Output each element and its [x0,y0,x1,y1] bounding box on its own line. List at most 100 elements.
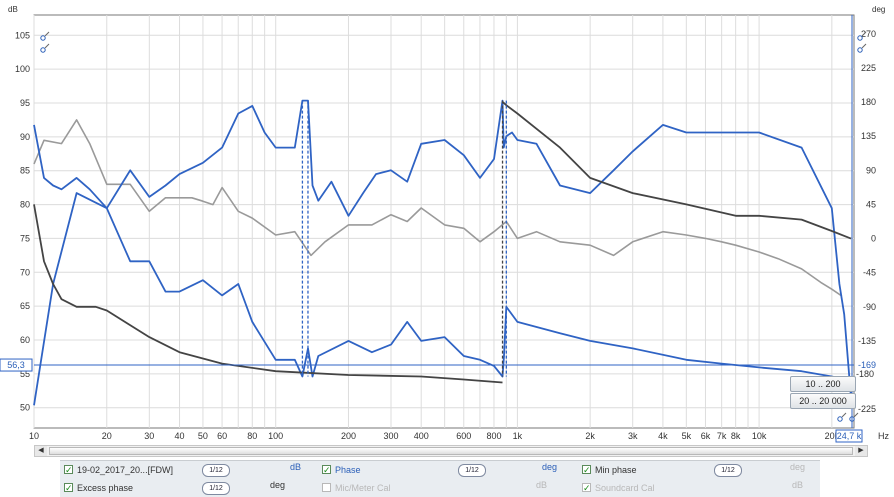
zoom-out-right-icon-handle [861,43,867,49]
scroll-left-arrow-icon[interactable]: ◀ [35,446,47,456]
legend-row: 19-02_2017_20...[FDW] 1/12 dB Phase 1/12… [60,462,820,478]
series-line-0 [33,119,843,297]
trace-excess-phase-unit: deg [270,480,286,490]
cursor-freq-box [835,429,863,443]
y-tick-label-left: 100 [15,64,30,74]
x-tick-label: 20 [102,431,112,441]
y-tick-label-right: 90 [866,165,876,175]
trace-fdw-smoothing-button[interactable]: 1/12 [202,464,230,477]
x-tick-label: 100 [268,431,283,441]
zoom-out-x-icon [849,416,855,422]
x-tick-label: 20k [825,431,840,441]
trace-legend-panel: 19-02_2017_20...[FDW] 1/12 dB Phase 1/12… [60,460,820,497]
trace-excess-phase-smoothing-button[interactable]: 1/12 [202,482,230,495]
trace-phase-label: Phase [335,465,361,475]
graph-panel[interactable]: 105 100 95 90 85 80 75 70 65 60 55 50 270 225 180 135 90… [0,0,894,445]
trace-soundcard-cal-label: Soundcard Cal [595,483,655,493]
series-line-2 [33,124,842,380]
zoom-out-left-icon-handle [44,43,50,49]
trace-min-phase-checkbox[interactable] [582,462,591,478]
cursor-deg-readout-2: -180 [856,369,874,379]
y-tick-label-right: 225 [861,63,876,73]
y-tick-label-right: -225 [858,404,876,414]
plot-area [33,14,855,429]
y-tick-label-left: 90 [20,132,30,142]
x-tick-label: 6k [701,431,711,441]
x-tick-label: 600 [456,431,471,441]
y-tick-label-left: 75 [20,233,30,243]
x-tick-label: 200 [341,431,356,441]
zoom-out-right-icon [857,47,863,53]
horizontal-scrollbar[interactable]: ◀ ▶ [34,445,868,457]
scroll-thumb[interactable] [49,447,853,455]
x-tick-label: 2k [585,431,595,441]
scroll-right-arrow-icon[interactable]: ▶ [855,446,867,456]
y-tick-label-left: 65 [20,301,30,311]
x-tick-label: 8k [731,431,741,441]
zoom-in-x-icon [837,416,843,422]
trace-fdw-label: 19-02_2017_20...[FDW] [77,465,174,475]
cursor-db-readout: 56,3 [7,360,25,370]
zoom-in-right-icon [857,35,863,41]
x-tick-label: 300 [383,431,398,441]
trace-phase-checkbox[interactable] [322,462,331,478]
series-line-3 [33,101,852,384]
y-tick-label-right: -90 [863,302,876,312]
trace-mic-meter-cal-checkbox[interactable] [322,483,331,492]
left-axis-unit-label: dB [8,5,18,14]
x-tick-label: 400 [414,431,429,441]
zoom-out-x-icon-handle [853,412,859,418]
y-tick-label-left: 105 [15,30,30,40]
x-tick-label: 80 [247,431,257,441]
series-line-1 [33,99,852,406]
trace-phase-unit: deg [542,462,558,472]
y-tick-label-right: 0 [871,234,876,244]
zoom-in-right-icon-handle [861,31,867,37]
x-tick-label: 10k [752,431,767,441]
x-tick-label: 7k [717,431,727,441]
cursor-deg-readout: -169 [858,360,876,370]
x-tick-label: 5k [682,431,692,441]
trace-phase-smoothing-button[interactable]: 1/12 [458,464,486,477]
y-tick-label-right: 270 [861,29,876,39]
x-tick-label: 10 [29,431,39,441]
zoom-in-x-icon-handle [841,412,847,418]
trace-soundcard-cal-unit: dB [792,480,804,490]
cursor-db-box [0,358,33,372]
y-tick-label-right: 135 [861,131,876,141]
legend-row: Excess phase 1/12 deg Mic/Meter Cal dB S… [60,480,820,496]
y-tick-label-left: 70 [20,267,30,277]
y-tick-label-right: -45 [863,268,876,278]
x-tick-label: 40 [175,431,185,441]
frequency-response-chart[interactable]: 1051009590858075706560555027022518013590… [0,0,894,445]
trace-min-phase-smoothing-button[interactable]: 1/12 [714,464,742,477]
y-tick-label-right: 45 [866,199,876,209]
trace-mic-meter-cal-label: Mic/Meter Cal [335,483,391,493]
y-tick-label-left: 95 [20,98,30,108]
y-tick-label-left: 50 [20,403,30,413]
range-10-200-button[interactable]: 10 .. 200 [790,376,856,392]
x-tick-label: 50 [198,431,208,441]
trace-mic-meter-cal-unit: dB [536,480,548,490]
x-tick-label: 30 [144,431,154,441]
trace-fdw-checkbox[interactable] [64,462,73,478]
trace-min-phase-label: Min phase [595,465,637,475]
trace-excess-phase-checkbox[interactable] [64,480,73,496]
zoom-out-left-icon [40,47,46,53]
cursor-freq-readout: 24,7 k [837,431,862,441]
x-tick-label: 1k [513,431,523,441]
x-tick-label: 60 [217,431,227,441]
x-axis-unit-label: Hz [878,431,889,441]
x-tick-label: 3k [628,431,638,441]
x-tick-label: 800 [486,431,501,441]
right-axis-unit-label: deg [872,5,885,14]
zoom-in-left-icon-handle [44,31,50,37]
x-tick-label: 4k [658,431,668,441]
trace-fdw-unit: dB [290,462,302,472]
y-tick-label-left: 80 [20,200,30,210]
y-tick-label-right: 180 [861,97,876,107]
trace-soundcard-cal-checkbox[interactable] [582,480,591,496]
range-20-20000-button[interactable]: 20 .. 20 000 [790,393,856,409]
zoom-in-left-icon [40,35,46,41]
y-tick-label-left: 85 [20,166,30,176]
